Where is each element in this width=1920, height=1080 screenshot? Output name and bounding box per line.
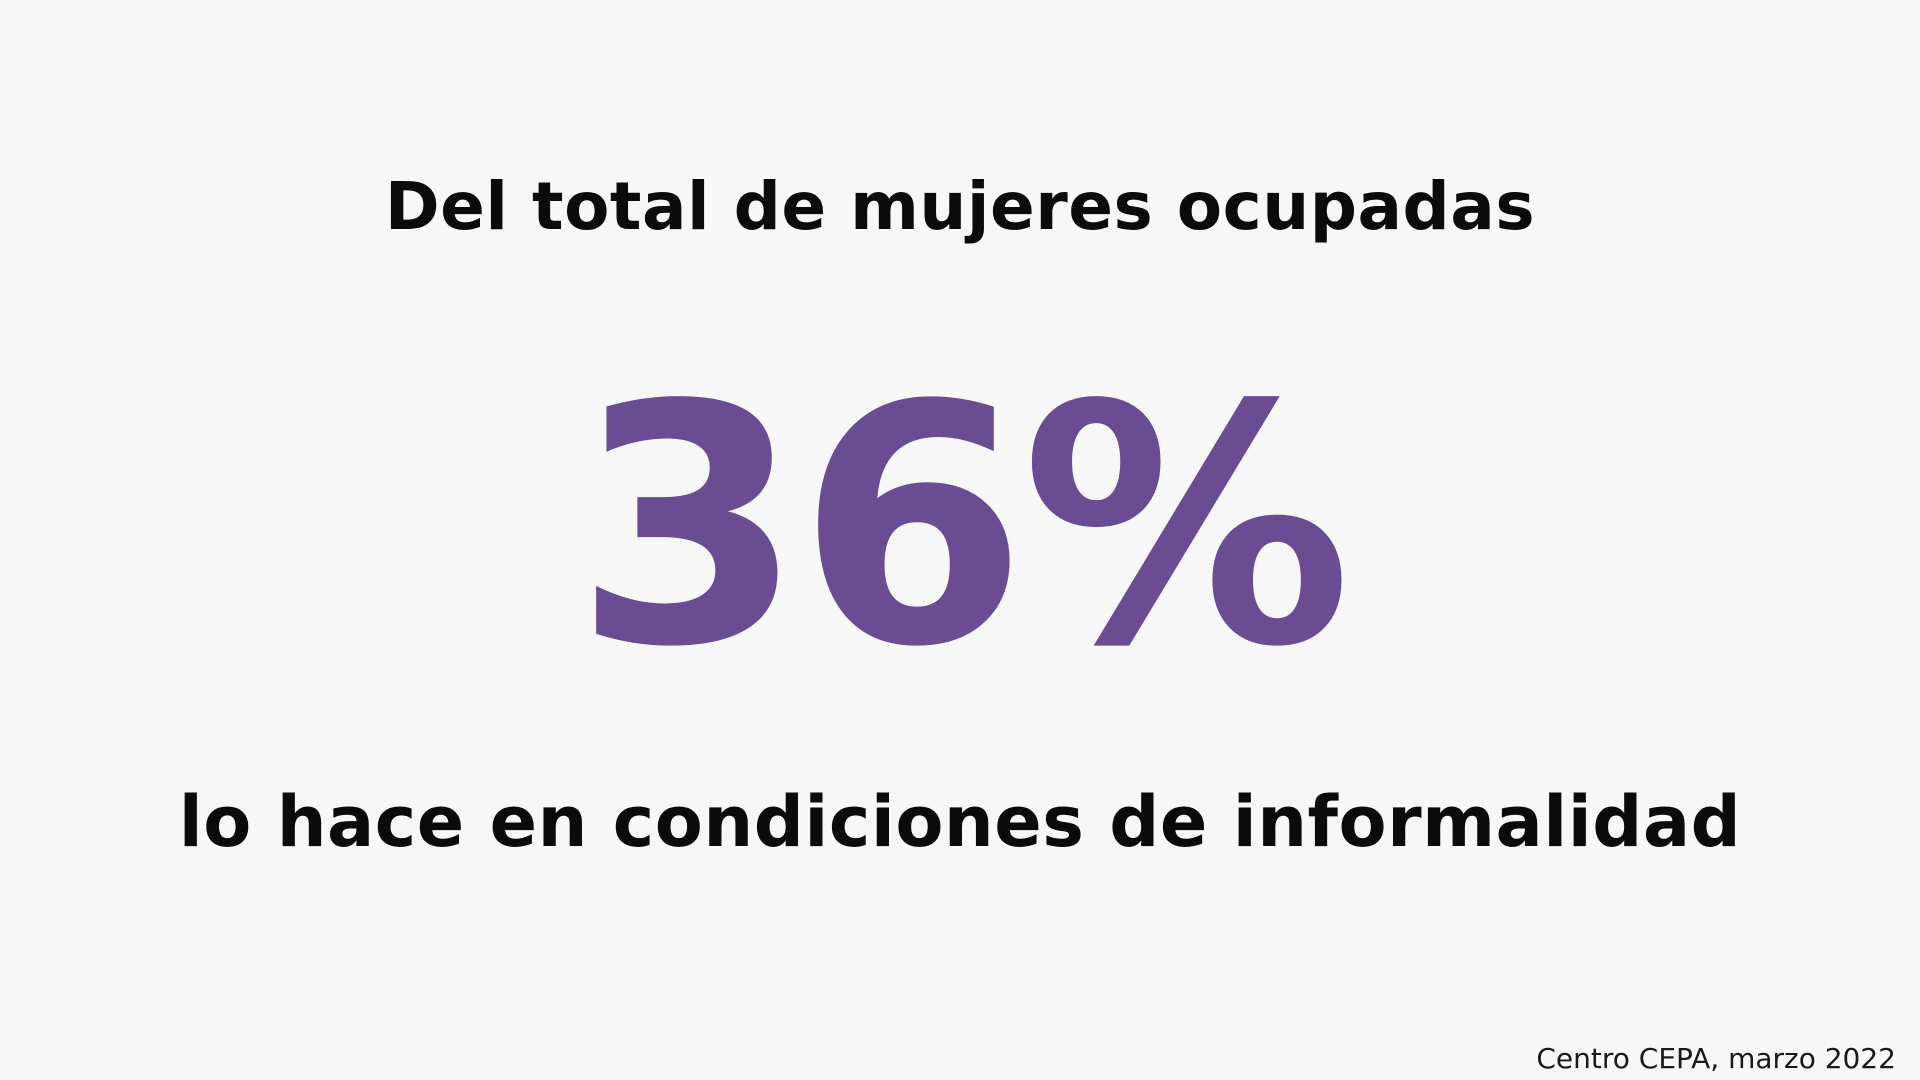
- highlight-percentage: 36%: [574, 335, 1352, 719]
- source-credit: Centro CEPA, marzo 2022: [1536, 1042, 1896, 1075]
- outro-text: lo hace en condiciones de informalidad: [178, 781, 1742, 863]
- intro-text: Del total de mujeres ocupadas: [384, 168, 1536, 245]
